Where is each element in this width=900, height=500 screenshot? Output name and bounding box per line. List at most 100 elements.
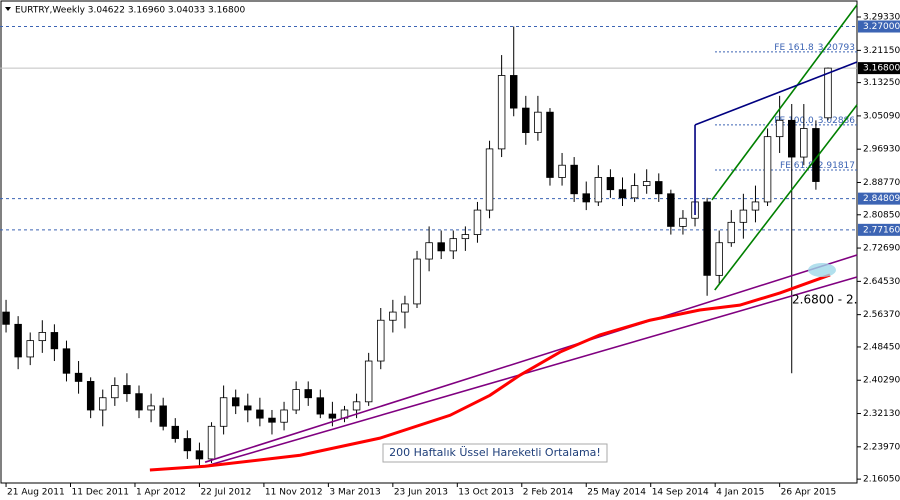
- candle-body: [546, 111, 554, 178]
- candle-body: [171, 425, 179, 439]
- y-tick-label: 2.72690: [863, 244, 900, 254]
- candle-body: [461, 234, 470, 240]
- candle-body: [86, 381, 95, 411]
- fibo-price: 2.91817: [818, 161, 855, 171]
- candle-body: [231, 397, 240, 407]
- y-tick-label: 2.48450: [863, 342, 900, 352]
- x-tick-label: 14 Sep 2014: [652, 488, 709, 498]
- candle-body: [207, 425, 216, 460]
- x-tick-label: 4 Jan 2015: [716, 488, 764, 498]
- candle-body: [582, 193, 590, 203]
- candle-body: [74, 372, 83, 382]
- y-tick-label: 2.32130: [863, 409, 900, 419]
- candle-body: [449, 238, 458, 252]
- highlight: [808, 263, 836, 277]
- y-tick-label: 3.29330: [863, 13, 900, 23]
- y-tick-label: 2.88770: [863, 178, 900, 188]
- fibo-price: 3.02886: [818, 115, 855, 125]
- candle-body: [111, 385, 119, 399]
- y-tick-label: 2.16050: [863, 475, 900, 485]
- fibo-level: FE 161.8: [774, 42, 814, 52]
- candle-body: [594, 177, 603, 203]
- fibo-level: FE 61.8: [780, 161, 814, 171]
- candle-body: [99, 397, 107, 411]
- level-label-box: [858, 62, 900, 75]
- level-label: 3.27000: [863, 22, 900, 32]
- y-tick-label: 2.56370: [863, 310, 900, 320]
- candle-body: [703, 201, 711, 276]
- trend-line: [711, 4, 858, 201]
- candle-body: [824, 67, 832, 119]
- candle-body: [292, 389, 300, 411]
- candle-body: [268, 417, 276, 423]
- y-tick-label: 2.80850: [863, 210, 900, 220]
- x-tick-label: 22 Jul 2012: [200, 488, 251, 498]
- x-tick-label: 26 Apr 2015: [781, 488, 837, 498]
- candle-body: [642, 181, 651, 187]
- candle-body: [364, 360, 373, 403]
- candle-body: [509, 75, 518, 109]
- candle-body: [195, 450, 204, 460]
- x-tick-label: 2 Feb 2014: [523, 488, 574, 498]
- trend-line: [694, 61, 858, 126]
- candle-body: [618, 189, 627, 199]
- level-label-box: [858, 20, 900, 33]
- candle-body: [715, 242, 723, 276]
- level-label: 2.84809: [863, 194, 900, 204]
- candle-body: [328, 413, 337, 419]
- x-tick-label: 11 Dec 2011: [72, 488, 129, 498]
- candle-body: [38, 332, 47, 342]
- candle-body: [800, 128, 808, 158]
- candle-body: [534, 111, 542, 133]
- x-tick-label: 1 Apr 2012: [136, 488, 186, 498]
- moving-average: [149, 273, 831, 472]
- candle-body: [123, 385, 131, 395]
- menu-arrow: [5, 7, 11, 11]
- y-tick-label: 2.40290: [863, 376, 900, 386]
- candle-body: [425, 242, 433, 260]
- candle-body: [183, 438, 192, 452]
- trend-line: [204, 276, 858, 468]
- candle-body: [727, 221, 736, 244]
- candle-body: [679, 217, 687, 227]
- candle-body: [437, 242, 445, 252]
- plot-frame: [0, 0, 858, 484]
- x-tick-label: 3 Mar 2013: [329, 488, 380, 498]
- candle-body: [62, 348, 71, 374]
- candle-body: [497, 75, 506, 150]
- level-label: 3.16800: [863, 64, 900, 74]
- x-tick-label: 23 Jun 2013: [394, 488, 448, 498]
- candle-body: [775, 119, 784, 138]
- candle-body: [606, 177, 615, 191]
- candle-body: [473, 209, 482, 235]
- candle-body: [401, 303, 409, 313]
- annotation: 200 Haftalık Üssel Hareketli Ortalama!: [389, 446, 601, 459]
- candle-body: [316, 397, 325, 415]
- trend-line: [204, 254, 858, 463]
- candle-body: [26, 340, 34, 358]
- y-tick-label: 3.13250: [863, 78, 900, 88]
- annotation-box: [382, 443, 608, 463]
- candle-body: [751, 201, 760, 211]
- x-tick-label: 13 Oct 2013: [458, 488, 514, 498]
- fibo-price: 3.20793: [818, 42, 855, 52]
- candle-body: [135, 393, 143, 411]
- candle-body: [377, 319, 385, 362]
- candle-body: [147, 405, 155, 411]
- level-label-box: [858, 223, 900, 236]
- candle-body: [244, 405, 252, 411]
- chart-title: EURTRY,Weekly 3.04622 3.16960 3.04033 3.…: [15, 6, 245, 16]
- candle-body: [485, 148, 494, 211]
- candle-body: [389, 311, 397, 321]
- candle-body: [14, 323, 22, 358]
- candle-body: [667, 193, 675, 227]
- candle-body: [739, 209, 748, 223]
- candle-body: [655, 181, 663, 195]
- fibo-label: FE 61.8 2.91817: [780, 161, 855, 171]
- y-tick-label: 2.64530: [863, 277, 900, 287]
- candle-body: [630, 185, 639, 199]
- candle-body: [50, 332, 59, 350]
- candle-body: [558, 164, 566, 178]
